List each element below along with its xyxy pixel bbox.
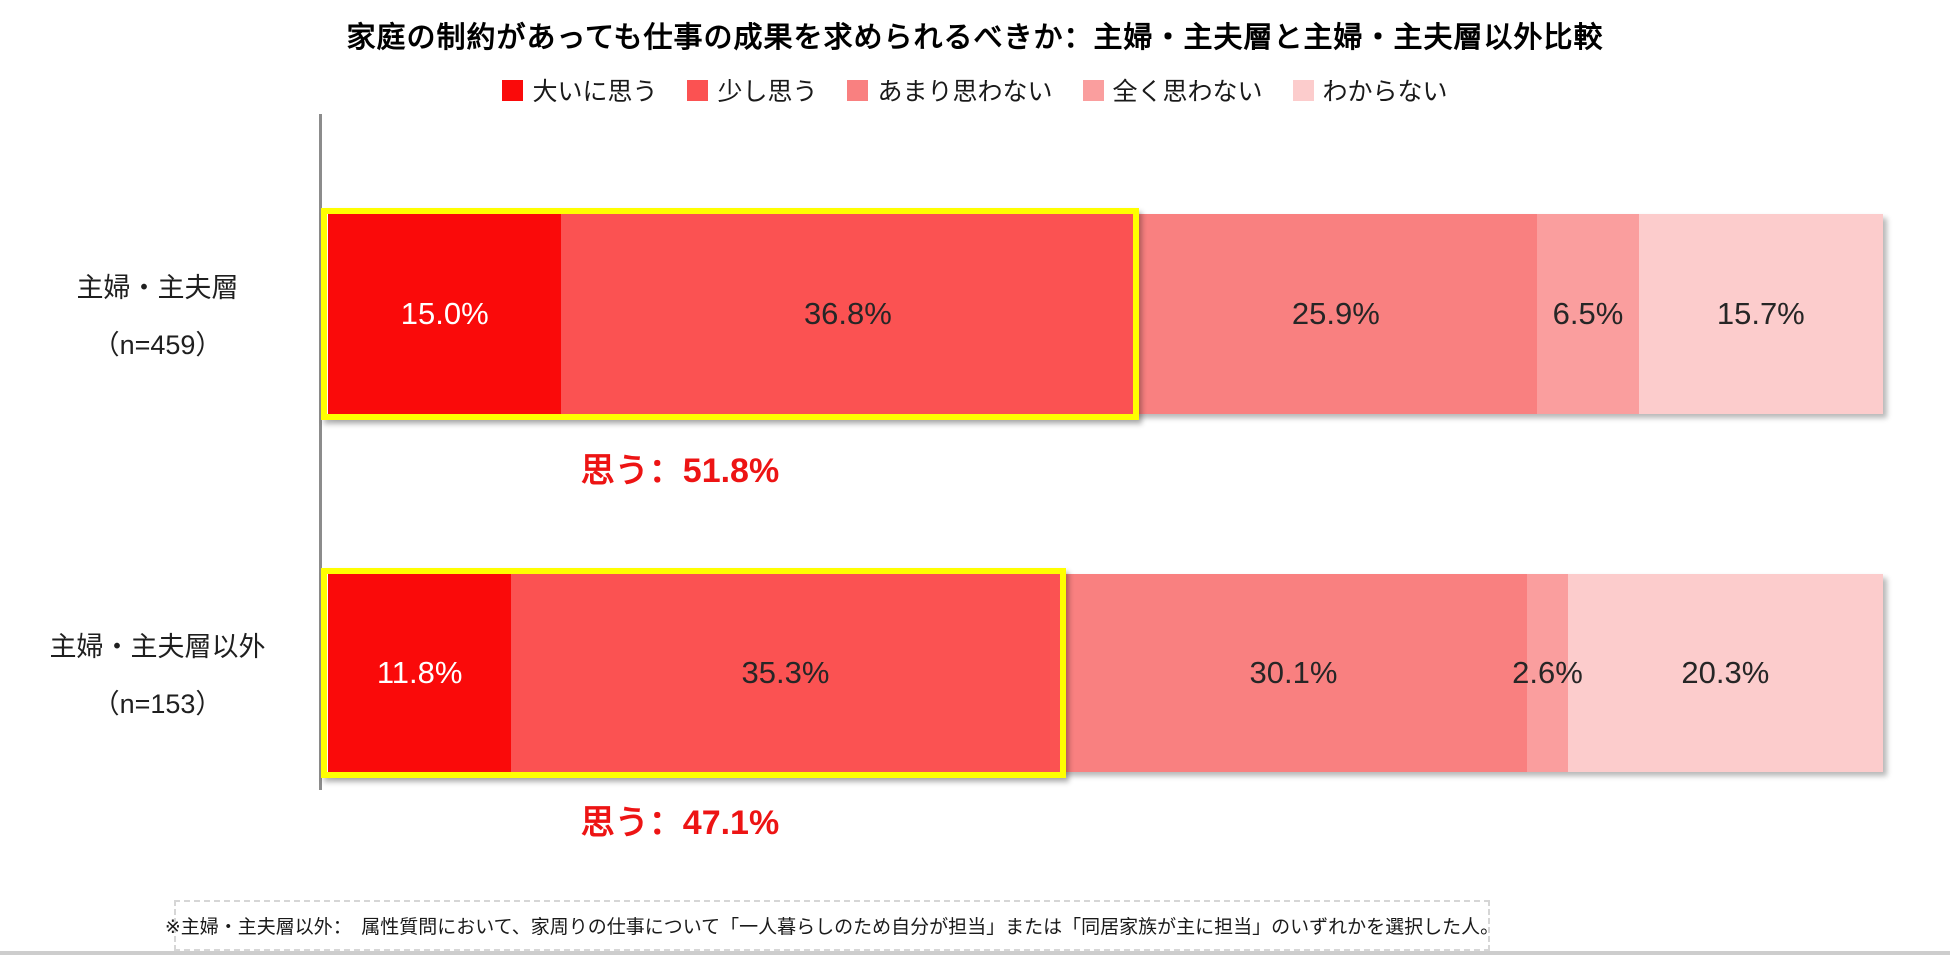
bottom-edge-strip xyxy=(0,951,1950,955)
bar-segment: 15.0% xyxy=(328,214,562,414)
legend-item: 少し思う xyxy=(687,72,817,108)
legend-label: 全く思わない xyxy=(1112,78,1263,106)
think-total-annotation: 思う：47.1% xyxy=(580,804,780,842)
bar-segment: 30.1% xyxy=(1059,574,1528,772)
bar-segment: 20.3% xyxy=(1567,574,1883,772)
legend: 大いに思う 少し思う あまり思わない 全く思わない わからない xyxy=(0,72,1950,108)
legend-swatch-icon xyxy=(1082,79,1104,101)
segment-value-label: 35.3% xyxy=(741,655,830,690)
bar-segment: 2.6% xyxy=(1512,574,1583,772)
think-total-annotation: 思う：51.8% xyxy=(580,452,780,490)
legend-swatch-icon xyxy=(847,79,869,101)
bar-segment: 35.3% xyxy=(511,574,1060,772)
row-label: 主婦・主夫層以外 （n=153） xyxy=(0,574,315,772)
row-label: 主婦・主夫層 （n=459） xyxy=(0,214,315,414)
segment-value-label: 36.8% xyxy=(803,296,892,331)
legend-swatch-icon xyxy=(502,79,524,101)
legend-swatch-icon xyxy=(1292,79,1314,101)
bar-segment: 6.5% xyxy=(1537,214,1639,414)
legend-item: 大いに思う xyxy=(502,72,657,108)
segment-value-label: 11.8% xyxy=(376,655,463,690)
footnote-box: ※主婦・主夫層以外： 属性質問において、家周りの仕事について「一人暮らしのため自… xyxy=(165,900,1499,951)
segment-value-label: 15.7% xyxy=(1716,296,1805,331)
footnote-text: ※主婦・主夫層以外： 属性質問において、家周りの仕事について「一人暮らしのため自… xyxy=(164,917,1500,938)
segment-value-label: 15.0% xyxy=(400,296,489,331)
segment-value-label: 6.5% xyxy=(1552,296,1624,331)
segment-value-label: 20.3% xyxy=(1681,655,1770,690)
row-category-label: 主婦・主夫層以外 xyxy=(49,632,266,662)
bar-segment: 36.8% xyxy=(561,214,1135,414)
legend-label: 少し思う xyxy=(717,78,818,106)
legend-label: 大いに思う xyxy=(532,78,658,106)
row-sample-size-label: （n=153） xyxy=(92,689,223,719)
category-axis-line xyxy=(319,114,322,790)
chart-title: 家庭の制約があっても仕事の成果を求められるべきか：主婦・主夫層と主婦・主夫層以外… xyxy=(346,22,1604,54)
legend-item: 全く思わない xyxy=(1082,72,1263,108)
stacked-bar: 11.8% 35.3% 30.1% 2.6% 20.3% xyxy=(321,568,1883,778)
bar-segment: 15.7% xyxy=(1638,214,1883,414)
stacked-bar: 15.0% 36.8% 25.9% 6.5% 15.7% xyxy=(321,208,1883,420)
row-category-label: 主婦・主夫層 xyxy=(76,273,239,303)
segment-value-label: 25.9% xyxy=(1291,296,1380,331)
legend-item: あまり思わない xyxy=(847,72,1053,108)
segment-value-label: 30.1% xyxy=(1249,655,1338,690)
row-sample-size-label: （n=459） xyxy=(92,330,223,360)
legend-label: わからない xyxy=(1322,78,1448,106)
bar-segment: 25.9% xyxy=(1134,214,1538,414)
bar-segment: 11.8% xyxy=(328,574,512,772)
legend-swatch-icon xyxy=(687,79,709,101)
legend-label: あまり思わない xyxy=(877,78,1053,106)
legend-item: わからない xyxy=(1292,72,1448,108)
segment-value-label: 2.6% xyxy=(1512,655,1583,690)
